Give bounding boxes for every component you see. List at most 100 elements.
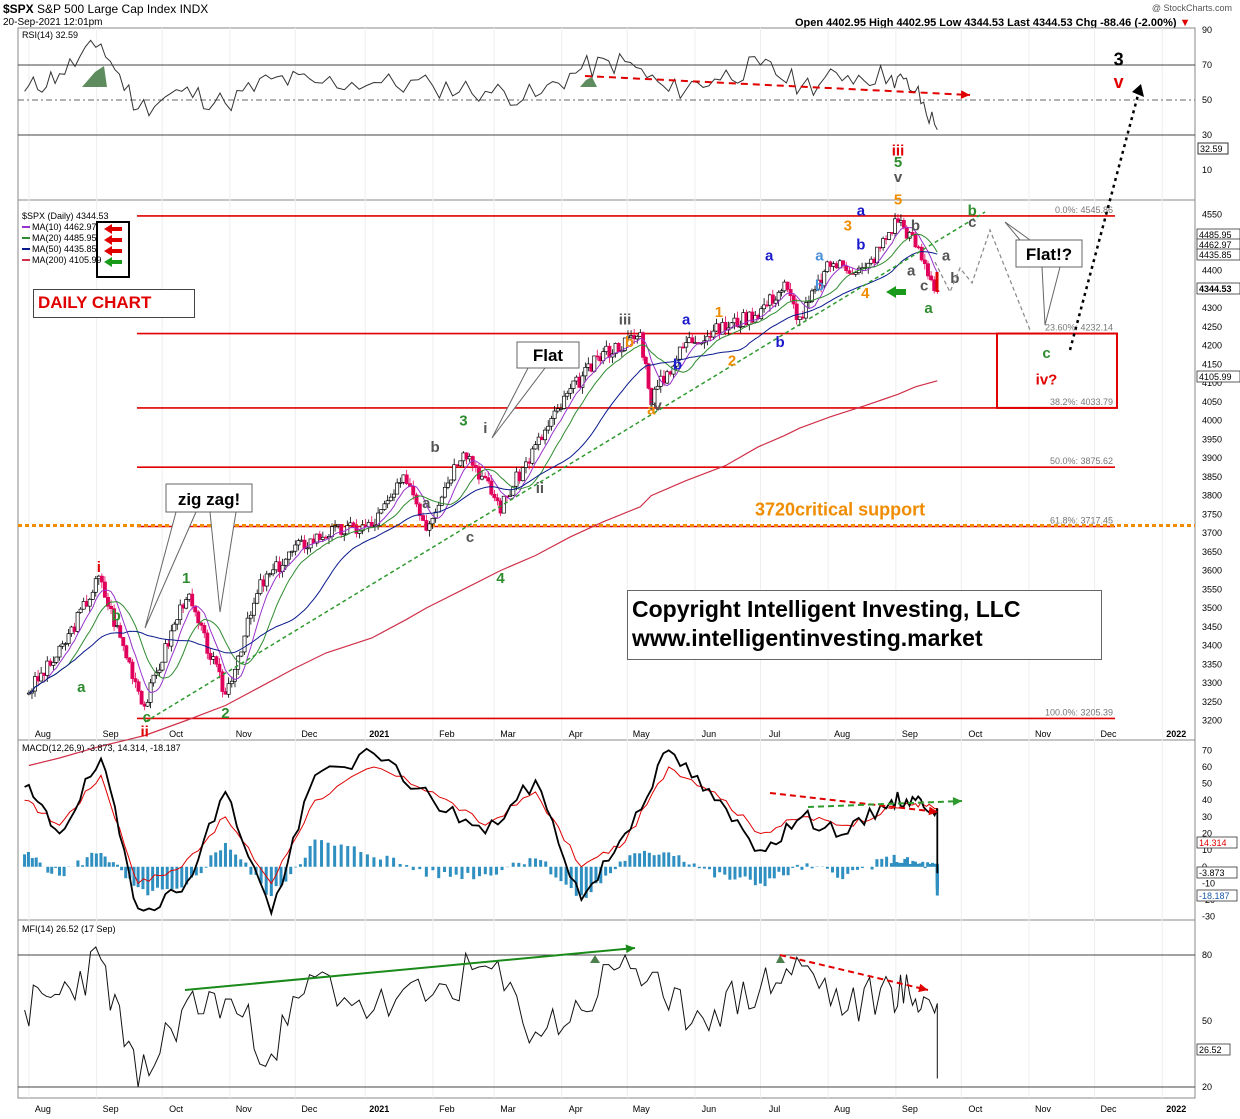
copyright-line2: www.intelligentinvesting.market xyxy=(632,625,983,651)
macd-hist-bar xyxy=(214,852,218,867)
macd-hist-bar xyxy=(875,859,879,867)
macd-hist-bar xyxy=(795,864,799,867)
price-tick-label: 4300 xyxy=(1202,303,1222,313)
macd-hist-bar xyxy=(702,866,706,869)
candle-body xyxy=(473,465,478,469)
candle-body xyxy=(87,598,92,607)
macd-hist-bar xyxy=(115,864,119,867)
macd-hist-bar xyxy=(923,866,927,869)
macd-hist-bar xyxy=(933,863,937,867)
ma-legend-entry: MA(10) 4462.97 xyxy=(32,222,97,232)
candle-body xyxy=(395,482,400,495)
candle-body xyxy=(511,485,516,496)
candle-body xyxy=(169,630,174,647)
candle-body xyxy=(427,523,432,531)
source-credit[interactable]: @ StockCharts.com xyxy=(1151,3,1232,13)
macd-hist-bar xyxy=(831,866,835,873)
mfi-value-tag-text: 26.52 xyxy=(1199,1045,1222,1055)
green-arrow-icon xyxy=(104,257,122,267)
rsi-last-value: 32.59 xyxy=(1200,144,1223,154)
macd-hist-bar xyxy=(609,866,613,874)
flat-q-callout-tail xyxy=(1004,221,1061,326)
critical-support-label: 3720critical support xyxy=(755,500,925,520)
macd-hist-bar xyxy=(411,866,415,871)
macd-hist-bar xyxy=(677,855,681,867)
macd-hist-bar xyxy=(846,866,850,874)
forecast-up-arrowhead xyxy=(1132,84,1144,97)
macd-hist-bar xyxy=(604,866,608,876)
macd-hist-bar xyxy=(62,866,66,877)
wave-label: b xyxy=(968,203,977,220)
candle-body xyxy=(901,220,906,228)
candle-body xyxy=(810,290,814,302)
macd-hist-bar xyxy=(339,844,343,867)
mfi-divergence-arrow-red-head xyxy=(918,983,928,993)
x-tick-label: Aug xyxy=(834,1104,850,1114)
candle-body xyxy=(922,259,927,265)
candle-body xyxy=(626,336,630,339)
price-value-tag-text: 4344.53 xyxy=(1199,284,1232,294)
macd-hist-bar xyxy=(682,861,686,867)
candle-body xyxy=(136,681,141,692)
macd-hist-bar xyxy=(385,855,389,867)
price-tick-label: 3900 xyxy=(1202,453,1222,463)
macd-hist-bar xyxy=(23,854,27,867)
price-tick-label: 3500 xyxy=(1202,603,1222,613)
macd-divergence-arrow-red xyxy=(769,792,939,813)
price-title: $SPX (Daily) 4344.53 xyxy=(22,211,109,221)
macd-value-tag-text: 14.314 xyxy=(1199,838,1227,848)
macd-hist-bar xyxy=(697,866,701,869)
chart-header-symbol: $SPX S&P 500 Large Cap Index INDX xyxy=(3,2,208,16)
macd-line xyxy=(24,747,939,917)
candle-body xyxy=(681,346,685,349)
macd-hist-bar xyxy=(378,859,382,867)
macd-hist-bar xyxy=(613,866,617,870)
candle-body xyxy=(558,408,563,410)
price-tick-label: 3650 xyxy=(1202,547,1222,557)
ma50-line xyxy=(28,251,938,694)
candle-body xyxy=(543,429,548,441)
candle-body xyxy=(217,663,222,673)
fib-level-label: 61.8%: 3717.45 xyxy=(1050,516,1113,526)
candle-body xyxy=(834,263,839,269)
candle-body xyxy=(643,356,648,365)
macd-hist-bar xyxy=(707,866,711,870)
macd-hist-bar xyxy=(511,862,515,867)
macd-hist-bar xyxy=(880,858,884,867)
macd-hist-bar xyxy=(913,861,917,867)
candle-body xyxy=(430,518,435,525)
macd-hist-bar xyxy=(763,866,767,887)
x-tick-label: Nov xyxy=(1035,729,1052,739)
x-tick-label: Feb xyxy=(439,1104,455,1114)
ma10-line xyxy=(28,227,938,694)
price-tick-label: 3200 xyxy=(1202,716,1222,726)
candle-body xyxy=(684,342,689,348)
candle-body xyxy=(333,525,338,528)
candle-body xyxy=(342,533,347,536)
wave-label: iv xyxy=(649,398,662,415)
wave-label: iii xyxy=(892,143,905,160)
macd-hist-bar xyxy=(234,854,238,867)
wave-label: a xyxy=(924,300,933,317)
candle-body xyxy=(492,493,497,499)
macd-hist-bar xyxy=(219,850,223,867)
candle-body xyxy=(662,375,666,384)
wave-label: 3 xyxy=(459,413,467,430)
candle-body xyxy=(75,612,80,632)
candle-body xyxy=(118,625,123,638)
wave-label: a xyxy=(907,263,916,280)
candle-body xyxy=(127,657,132,663)
wave-label: b xyxy=(911,218,920,235)
candle-body xyxy=(226,683,231,695)
macd-tick-label: 20 xyxy=(1202,828,1212,838)
candle-body xyxy=(668,371,673,375)
wave-label: a xyxy=(942,248,951,265)
macd-hist-bar xyxy=(584,866,588,898)
macd-hist-bar xyxy=(209,855,213,867)
macd-tick-label: 70 xyxy=(1202,745,1212,755)
macd-hist-bar xyxy=(723,866,727,875)
trendline xyxy=(144,211,986,723)
candle-body xyxy=(622,337,627,351)
candle-body xyxy=(655,385,660,390)
